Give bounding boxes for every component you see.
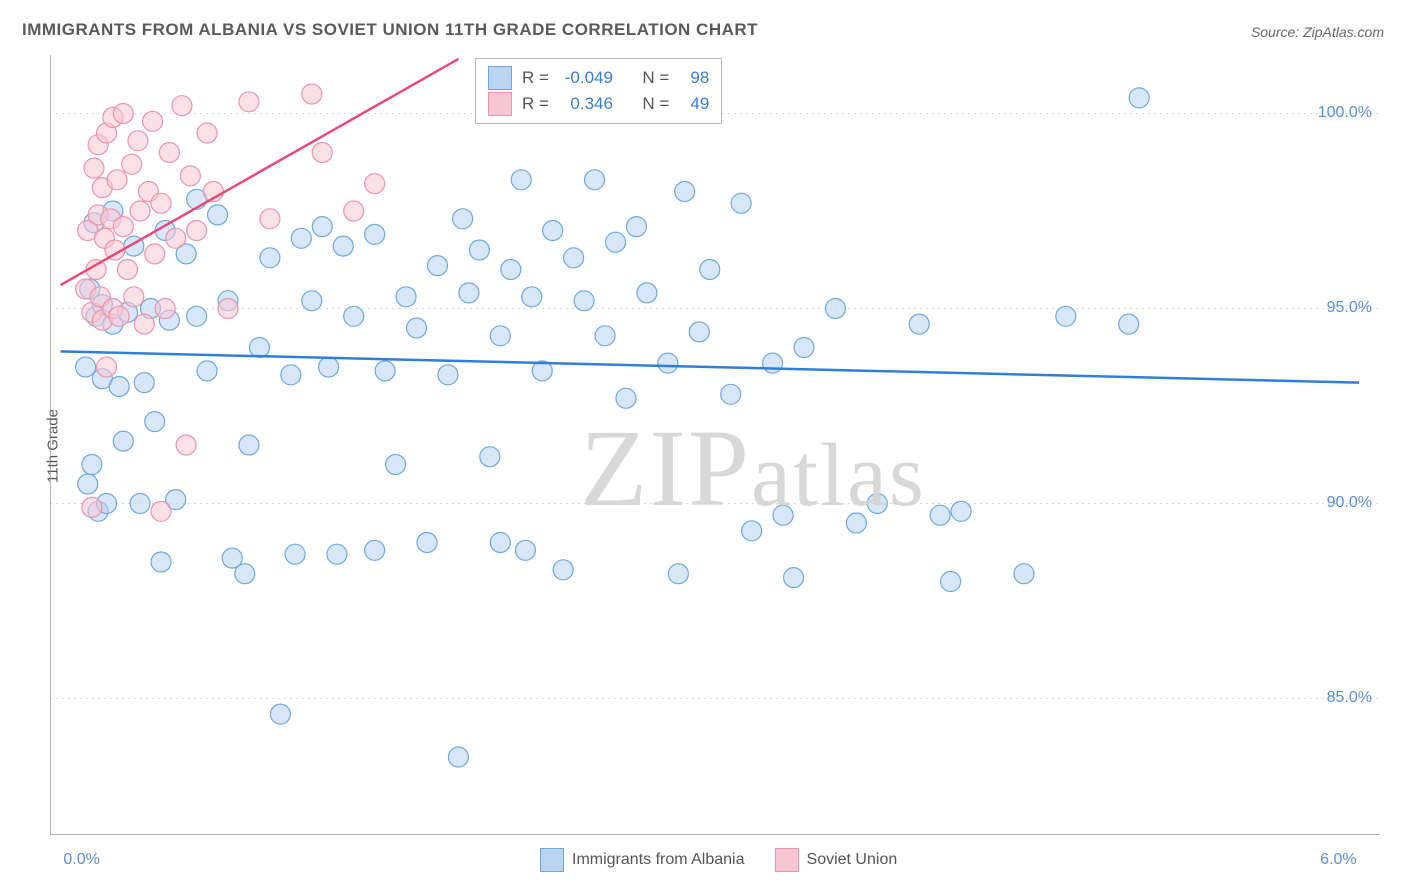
stat-n-value: 49: [679, 91, 709, 117]
stats-row-soviet: R = 0.346 N = 49: [488, 91, 709, 117]
stat-r-value: -0.049: [559, 65, 613, 91]
legend-label: Immigrants from Albania: [572, 851, 745, 869]
y-tick-label: 100.0%: [1302, 104, 1372, 122]
x-tick-label: 0.0%: [63, 851, 99, 869]
stat-r-label: R =: [522, 65, 549, 91]
legend-swatch: [775, 848, 799, 872]
scatter-plot-svg: [50, 55, 1380, 835]
y-tick-label: 85.0%: [1302, 689, 1372, 707]
chart-source: Source: ZipAtlas.com: [1251, 24, 1384, 40]
x-tick-label: 6.0%: [1320, 851, 1356, 869]
plot-area: ZIPatlas R =-0.049 N =98R =0.346 N =49 I…: [50, 55, 1380, 835]
y-tick-label: 95.0%: [1302, 299, 1372, 317]
correlation-stats-box: R = -0.049 N = 98 R = 0.346 N = 49: [475, 58, 722, 124]
stats-row-albania: R = -0.049 N = 98: [488, 65, 709, 91]
legend-item-soviet: Soviet Union: [775, 848, 898, 872]
legend-swatch: [488, 66, 512, 90]
series-legend: Immigrants from Albania Soviet Union: [540, 848, 897, 872]
stat-r-label: R =: [522, 91, 549, 117]
legend-swatch: [540, 848, 564, 872]
stat-n-label: N =: [642, 65, 669, 91]
stat-n-value: 98: [679, 65, 709, 91]
stat-r-value: 0.346: [559, 91, 613, 117]
legend-label: Soviet Union: [807, 851, 898, 869]
legend-item-albania: Immigrants from Albania: [540, 848, 745, 872]
chart-title: IMMIGRANTS FROM ALBANIA VS SOVIET UNION …: [22, 20, 758, 40]
legend-swatch: [488, 92, 512, 116]
y-tick-label: 90.0%: [1302, 494, 1372, 512]
stat-n-label: N =: [642, 91, 669, 117]
